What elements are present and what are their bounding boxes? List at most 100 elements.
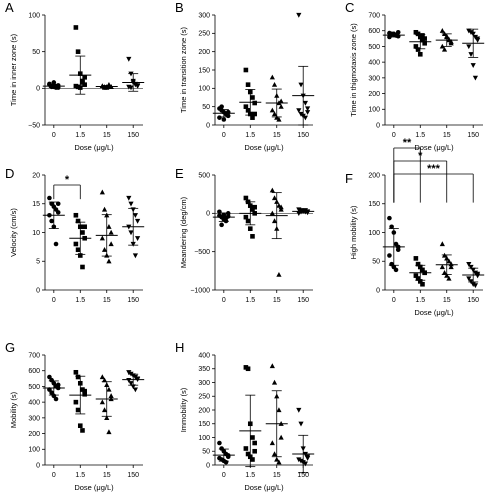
data-point — [77, 71, 83, 76]
x-tick-label: 15 — [273, 472, 281, 479]
data-point — [104, 252, 110, 258]
data-point — [387, 253, 392, 258]
series-group — [462, 28, 485, 81]
y-tick-label: 250 — [198, 394, 210, 401]
y-tick-label: 100 — [198, 86, 210, 93]
data-point — [132, 387, 138, 393]
data-point — [75, 218, 81, 224]
data-point — [77, 224, 83, 230]
y-tick-label: 300 — [198, 380, 210, 387]
data-point — [55, 385, 61, 391]
y-tick-label: 400 — [368, 60, 380, 67]
data-point — [413, 273, 419, 278]
data-point — [126, 56, 132, 62]
series-group — [265, 187, 288, 277]
x-tick-label: 0 — [222, 132, 226, 139]
x-axis-title: Dose (μg/L) — [414, 143, 454, 152]
x-tick-label: 1.5 — [245, 132, 255, 139]
series-group — [122, 195, 145, 259]
x-axis-title: Dose (μg/L) — [414, 308, 454, 317]
panel-c: C 0 100 200 300 400 500 600 700 0 1.5 15 150 Dose (μg… — [345, 0, 485, 152]
data-point — [126, 378, 132, 383]
data-point — [101, 377, 108, 383]
data-point — [415, 47, 421, 52]
y-axis-title: Velocity (cm/s) — [9, 208, 18, 257]
series-group — [42, 195, 65, 247]
data-point — [130, 207, 136, 213]
data-point — [305, 110, 311, 115]
y-tick-label: 600 — [368, 28, 380, 35]
data-point — [468, 52, 474, 57]
series-group — [95, 189, 118, 264]
data-point — [252, 100, 257, 106]
data-point — [296, 407, 302, 413]
data-point — [305, 106, 311, 112]
data-point — [245, 366, 251, 372]
data-point — [108, 229, 114, 235]
x-tick-label: 15 — [103, 472, 111, 479]
series-group — [212, 209, 235, 228]
data-point — [444, 33, 450, 39]
data-point — [55, 210, 61, 215]
data-point — [247, 89, 253, 95]
series-group — [69, 212, 92, 270]
data-point — [243, 67, 249, 73]
data-point — [472, 34, 478, 40]
y-tick-label: 300 — [28, 415, 40, 422]
data-point — [389, 224, 394, 230]
data-point — [415, 276, 421, 281]
data-point — [99, 374, 105, 380]
panel-b: B 0 50 100 150 200 250 300 0 1.5 15 150 Dose (μg/L) T… — [175, 0, 315, 152]
series-group — [69, 369, 92, 433]
data-point — [132, 253, 138, 259]
data-point — [126, 370, 132, 375]
data-point — [278, 103, 284, 109]
data-point — [271, 111, 278, 117]
data-point — [73, 399, 79, 405]
x-tick-label: 0 — [392, 297, 396, 304]
data-point — [225, 453, 231, 458]
data-point — [468, 279, 474, 285]
data-point — [75, 374, 81, 380]
x-tick-label: 15 — [443, 297, 451, 304]
data-point — [73, 241, 79, 247]
data-point — [75, 247, 81, 253]
data-point — [468, 264, 474, 270]
data-point — [417, 51, 423, 57]
data-point — [221, 117, 227, 122]
y-tick-label: −500 — [194, 249, 210, 256]
data-point — [128, 230, 134, 236]
data-point — [420, 33, 425, 38]
y-tick-label: 100 — [368, 107, 380, 114]
y-tick-label: 0 — [376, 287, 380, 294]
data-point — [466, 28, 472, 34]
series-group — [239, 67, 262, 120]
data-point — [104, 415, 110, 420]
series-group — [292, 407, 315, 474]
y-tick-label: 50 — [32, 49, 40, 56]
data-point — [448, 39, 454, 44]
data-point — [126, 195, 132, 201]
data-point — [415, 31, 421, 37]
data-point — [466, 262, 472, 267]
y-tick-label: 200 — [368, 172, 380, 179]
panel-letter: B — [175, 0, 184, 15]
y-tick-label: 0 — [36, 86, 40, 93]
y-axis-title: Meandering (deg/cm) — [179, 196, 188, 268]
data-point — [269, 74, 275, 80]
data-point — [441, 270, 448, 275]
data-point — [219, 222, 224, 228]
data-point — [470, 63, 476, 68]
data-point — [252, 204, 257, 210]
x-tick-label: 150 — [467, 132, 479, 139]
data-point — [441, 31, 448, 36]
series-group — [435, 241, 458, 281]
data-point — [128, 201, 134, 207]
data-point — [247, 454, 253, 460]
data-point — [101, 407, 108, 413]
data-point — [441, 46, 448, 52]
y-tick-label: 250 — [198, 31, 210, 38]
x-tick-label: 1.5 — [415, 132, 425, 139]
data-point — [128, 381, 134, 386]
data-point — [80, 80, 85, 85]
